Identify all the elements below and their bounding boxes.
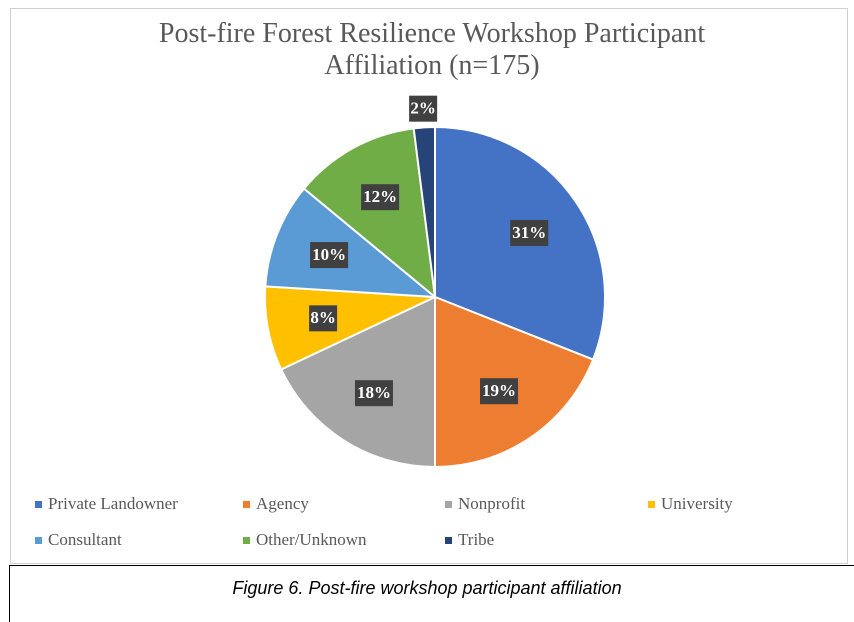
legend-swatch [35, 501, 42, 508]
legend-label: Agency [256, 494, 309, 513]
legend-swatch [243, 501, 250, 508]
legend-label: Nonprofit [458, 494, 525, 513]
legend-swatch [445, 501, 452, 508]
chart: 31% 19% 18% 8% 10% 12% 2% Private Landowner Agen… [35, 95, 733, 549]
legend-label: Other/Unknown [256, 530, 367, 549]
pie-slice [302, 127, 437, 300]
legend-label: Private Landowner [48, 494, 178, 513]
data-label-box [510, 219, 549, 246]
legend-label: Tribe [458, 530, 494, 549]
data-label: 2% [410, 99, 436, 118]
data-label: 31% [512, 223, 546, 242]
legend-label: Consultant [48, 530, 122, 549]
legend-label: University [661, 494, 733, 513]
chart-frame [10, 8, 848, 564]
data-label-box [310, 242, 349, 269]
caption-box [9, 565, 854, 622]
data-label-box [354, 380, 393, 407]
data-label-box [309, 305, 338, 332]
caption: Figure 6. Post-fire workshop participant… [232, 578, 622, 598]
data-label: 10% [312, 245, 346, 264]
data-label-box [409, 95, 438, 122]
chart-title: Post-fire Forest Resilience Workshop Par… [158, 18, 706, 81]
data-label: 12% [363, 187, 397, 206]
legend-swatch [648, 501, 655, 508]
pie-slice [412, 125, 436, 298]
legend-swatch [243, 537, 250, 544]
pie-slice [264, 187, 439, 299]
data-label: 8% [310, 308, 336, 327]
data-label: 19% [482, 381, 516, 400]
legend-swatch [35, 537, 42, 544]
data-label-box [361, 184, 400, 211]
data-label: 18% [357, 383, 391, 402]
data-label-box [480, 378, 519, 405]
legend-swatch [445, 537, 452, 544]
